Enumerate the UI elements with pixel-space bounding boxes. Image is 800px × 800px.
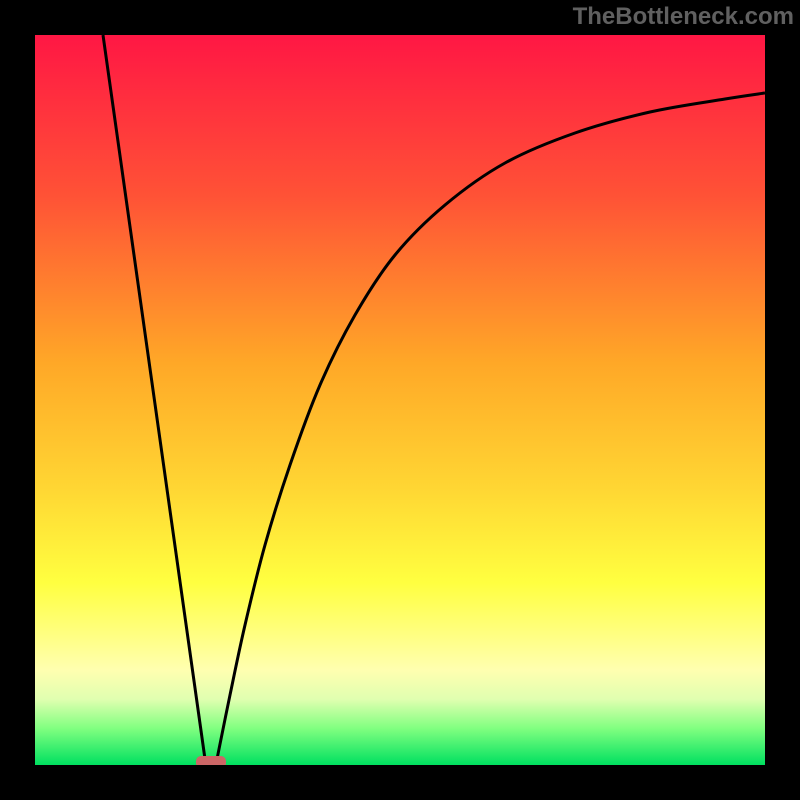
- chart-plot-area: [35, 35, 765, 765]
- optimum-marker: [196, 756, 226, 765]
- bottleneck-curve-right: [217, 93, 765, 759]
- chart-container: TheBottleneck.com: [0, 0, 800, 800]
- bottleneck-curve-left: [103, 35, 205, 759]
- watermark-text: TheBottleneck.com: [573, 3, 794, 31]
- chart-curve-layer: [35, 35, 765, 765]
